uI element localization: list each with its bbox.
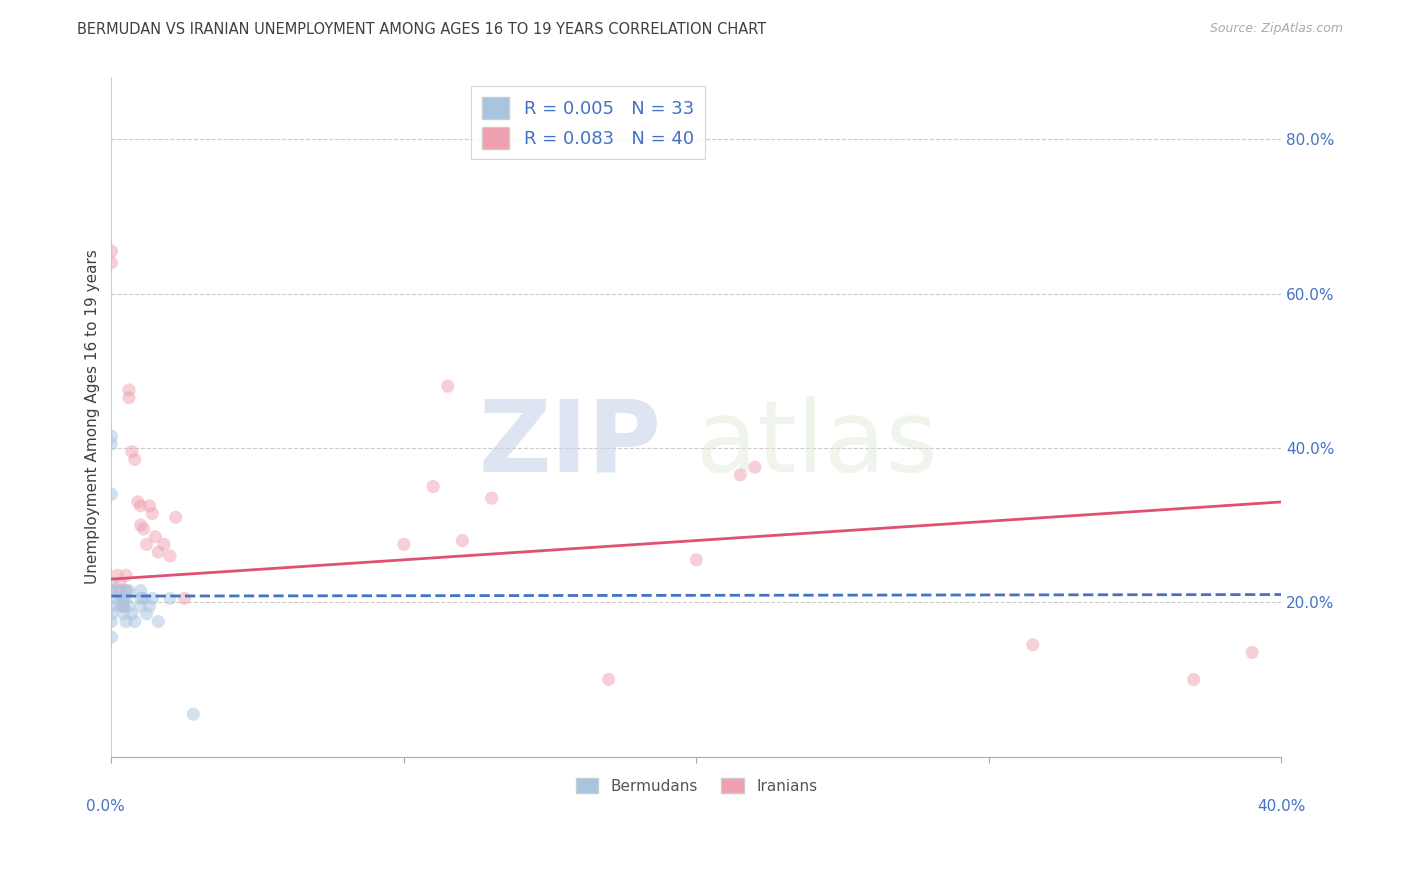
Iranians — [1022, 638, 1045, 652]
Iranians — [121, 444, 143, 458]
Bermudans — [118, 583, 141, 598]
Bermudans — [181, 707, 204, 722]
Bermudans — [112, 599, 135, 614]
Text: BERMUDAN VS IRANIAN UNEMPLOYMENT AMONG AGES 16 TO 19 YEARS CORRELATION CHART: BERMUDAN VS IRANIAN UNEMPLOYMENT AMONG A… — [77, 22, 766, 37]
Iranians — [118, 391, 141, 405]
Iranians — [112, 591, 135, 606]
Iranians — [165, 510, 187, 524]
Bermudans — [129, 583, 152, 598]
Bermudans — [100, 615, 122, 629]
Bermudans — [115, 591, 138, 606]
Iranians — [422, 479, 444, 493]
Bermudans — [115, 615, 138, 629]
Iranians — [129, 518, 152, 533]
Iranians — [108, 576, 131, 591]
Iranians — [685, 553, 707, 567]
Text: 40.0%: 40.0% — [1257, 799, 1306, 814]
Iranians — [481, 491, 503, 505]
Iranians — [129, 499, 152, 513]
Iranians — [115, 568, 138, 582]
Iranians — [105, 568, 128, 582]
Iranians — [153, 537, 176, 551]
Bermudans — [112, 591, 135, 606]
Iranians — [436, 379, 458, 393]
Iranians — [100, 244, 122, 258]
Bermudans — [100, 429, 122, 443]
Bermudans — [100, 437, 122, 451]
Bermudans — [100, 607, 122, 621]
Text: 0.0%: 0.0% — [86, 799, 125, 814]
Bermudans — [159, 591, 181, 606]
Iranians — [159, 549, 181, 563]
Bermudans — [135, 607, 157, 621]
Iranians — [115, 583, 138, 598]
Bermudans — [100, 487, 122, 501]
Bermudans — [138, 599, 160, 614]
Iranians — [100, 255, 122, 269]
Iranians — [392, 537, 415, 551]
Text: Source: ZipAtlas.com: Source: ZipAtlas.com — [1209, 22, 1343, 36]
Bermudans — [132, 591, 155, 606]
Bermudans — [108, 591, 131, 606]
Iranians — [135, 537, 157, 551]
Iranians — [138, 499, 160, 513]
Iranians — [127, 495, 149, 509]
Bermudans — [115, 583, 138, 598]
Iranians — [744, 460, 766, 475]
Bermudans — [148, 615, 170, 629]
Bermudans — [121, 607, 143, 621]
Iranians — [112, 599, 135, 614]
Iranians — [143, 530, 166, 544]
Iranians — [451, 533, 474, 548]
Iranians — [124, 452, 146, 467]
Iranians — [730, 467, 752, 482]
Iranians — [598, 673, 620, 687]
Iranians — [1182, 673, 1205, 687]
Iranians — [1241, 645, 1264, 659]
Bermudans — [129, 599, 152, 614]
Bermudans — [118, 599, 141, 614]
Bermudans — [112, 607, 135, 621]
Iranians — [141, 507, 163, 521]
Legend: Bermudans, Iranians: Bermudans, Iranians — [569, 772, 824, 800]
Bermudans — [100, 583, 122, 598]
Iranians — [100, 583, 122, 598]
Bermudans — [141, 591, 163, 606]
Bermudans — [108, 583, 131, 598]
Iranians — [108, 583, 131, 598]
Bermudans — [108, 599, 131, 614]
Iranians — [118, 383, 141, 397]
Iranians — [132, 522, 155, 536]
Iranians — [112, 599, 135, 614]
Bermudans — [100, 591, 122, 606]
Text: atlas: atlas — [696, 396, 938, 492]
Y-axis label: Unemployment Among Ages 16 to 19 years: Unemployment Among Ages 16 to 19 years — [86, 250, 100, 584]
Iranians — [173, 591, 195, 606]
Bermudans — [100, 576, 122, 591]
Iranians — [148, 545, 170, 559]
Bermudans — [124, 615, 146, 629]
Bermudans — [129, 591, 152, 606]
Bermudans — [100, 630, 122, 644]
Text: ZIP: ZIP — [478, 396, 661, 492]
Bermudans — [100, 599, 122, 614]
